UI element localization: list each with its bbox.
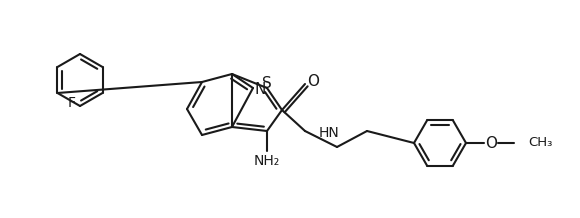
Text: HN: HN <box>319 126 340 140</box>
Text: O: O <box>485 136 497 150</box>
Text: F: F <box>68 96 76 110</box>
Text: S: S <box>262 75 272 90</box>
Text: O: O <box>307 75 319 90</box>
Text: CH₃: CH₃ <box>528 136 552 150</box>
Text: N: N <box>254 82 266 97</box>
Text: NH₂: NH₂ <box>254 154 280 168</box>
